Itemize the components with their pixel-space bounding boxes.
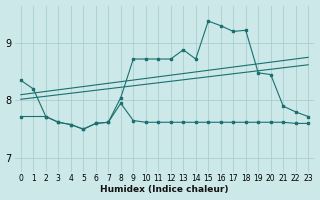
X-axis label: Humidex (Indice chaleur): Humidex (Indice chaleur)	[100, 185, 229, 194]
